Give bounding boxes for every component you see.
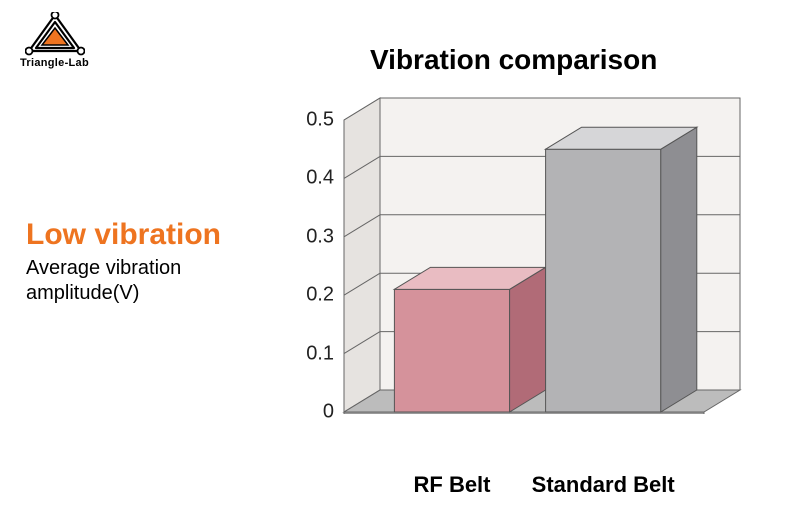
- chart-container: 00.10.20.30.40.5RF BeltStandard Belt: [298, 90, 768, 440]
- left-caption: Low vibration Average vibration amplitud…: [26, 218, 221, 306]
- brand-logo-text: Triangle-Lab: [20, 57, 89, 69]
- brand-logo: Triangle-Lab: [20, 12, 89, 69]
- x-category-label: Standard Belt: [532, 472, 675, 498]
- y-tick-label: 0.3: [306, 225, 334, 248]
- subline-2: amplitude(V): [26, 281, 221, 306]
- subline-1: Average vibration: [26, 256, 221, 281]
- y-tick-label: 0.1: [306, 342, 334, 365]
- y-tick-label: 0.5: [306, 109, 334, 132]
- bar-0: [394, 289, 509, 412]
- bar-1: [546, 149, 661, 412]
- chart-title: Vibration comparison: [370, 44, 657, 76]
- triangle-logo-icon: [25, 12, 85, 56]
- y-tick-label: 0.2: [306, 284, 334, 307]
- x-category-label: RF Belt: [414, 472, 491, 498]
- bar-chart-3d: [342, 96, 742, 436]
- y-tick-label: 0: [323, 401, 334, 424]
- headline-text: Low vibration: [26, 218, 221, 252]
- bar-chart-svg: [342, 96, 742, 414]
- y-tick-label: 0.4: [306, 167, 334, 190]
